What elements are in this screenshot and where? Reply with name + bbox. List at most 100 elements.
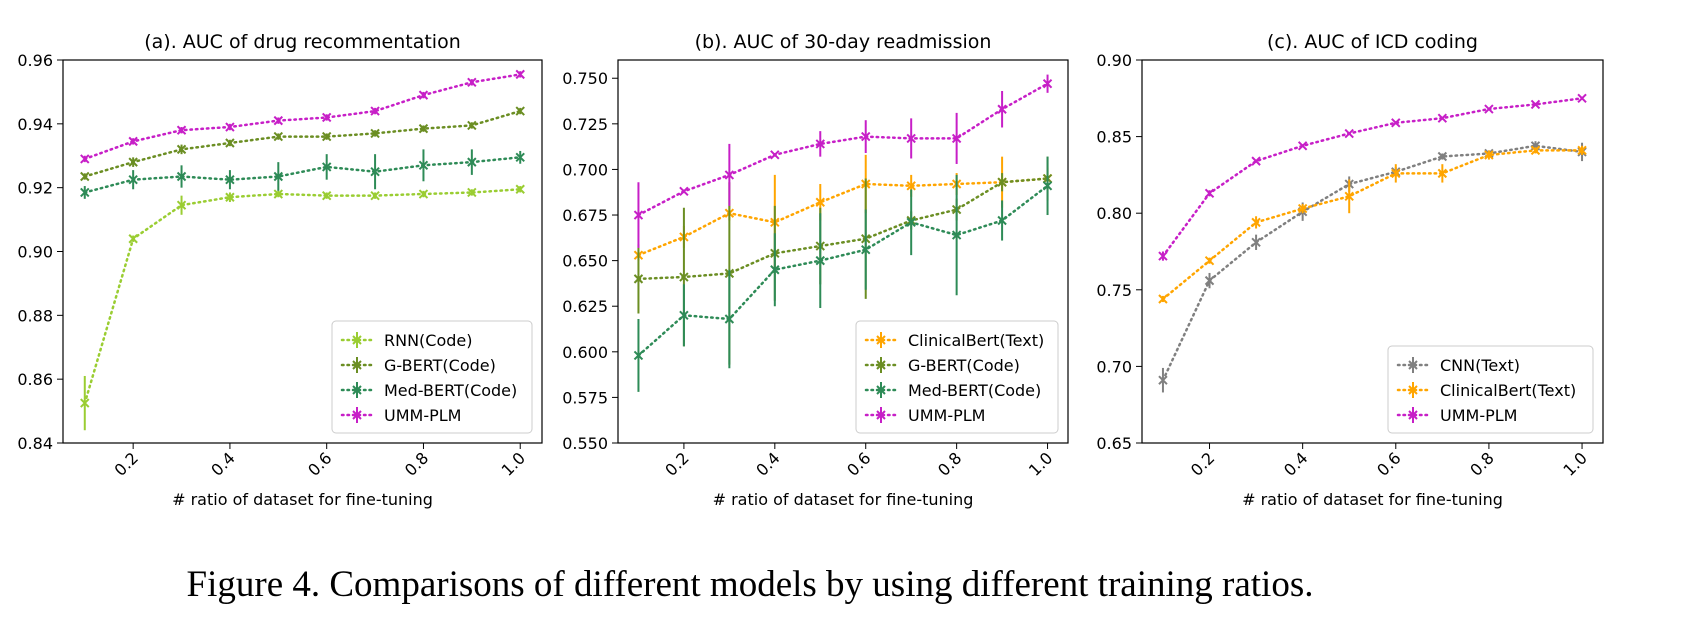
data-point (225, 138, 235, 148)
data-point (679, 310, 689, 321)
y-tick-label: 0.94 (17, 115, 53, 134)
legend-label: ClinicalBert(Text) (1440, 381, 1576, 400)
x-tick-label: 1.0 (1559, 448, 1590, 479)
data-point (418, 90, 429, 100)
data-point (997, 104, 1007, 114)
data-point (1204, 275, 1215, 286)
legend-label: UMM-PLM (1440, 406, 1517, 425)
legend-swatch-marker (876, 335, 886, 345)
data-point (418, 123, 429, 134)
data-point (128, 234, 138, 244)
legend-entry-clinicalbert-text: ClinicalBert(Text) (1396, 381, 1576, 400)
legend-entry-rnn-code: RNN(Code) (340, 331, 473, 350)
x-tick-label: 0.8 (401, 448, 432, 479)
y-tick-label: 0.65 (1096, 434, 1132, 453)
data-point (770, 150, 780, 160)
series-line (637, 184, 1049, 357)
series-line (637, 177, 1049, 257)
data-point (997, 177, 1007, 187)
figure-panels: (a). AUC of drug recommentation 0.84 0.86 0… (17, 31, 1604, 509)
data-point (1484, 150, 1494, 160)
data-point (80, 398, 90, 408)
series-line (83, 109, 522, 178)
legend-entry-g-bert-code: G-BERT(Code) (864, 356, 1020, 375)
series-clinicalbert-text (633, 154, 1053, 270)
data-point (1204, 188, 1215, 198)
data-point (128, 157, 138, 167)
data-point (1042, 79, 1053, 89)
legend-entry-g-bert-code: G-BERT(Code) (340, 356, 496, 375)
data-point (1577, 145, 1587, 156)
x-tick-label: 0.2 (111, 448, 142, 479)
legend-swatch-marker (352, 410, 362, 420)
legend-swatch-marker (352, 335, 362, 345)
data-point (467, 77, 477, 88)
data-point (815, 255, 825, 266)
data-point (1577, 93, 1587, 104)
y-tick-label: 0.650 (562, 252, 608, 271)
legend: CNN(Text) ClinicalBert(Text) UMM-PLM (1387, 345, 1594, 434)
y-tick-label: 0.80 (1096, 204, 1132, 223)
data-point (515, 69, 525, 80)
legend-entry-clinicalbert-text: ClinicalBert(Text) (864, 331, 1044, 350)
y-tick-label: 0.88 (17, 306, 53, 325)
figure-caption: Figure 4. Comparisons of different model… (186, 564, 1314, 605)
data-point (951, 230, 962, 240)
data-point (1344, 191, 1354, 202)
data-point (128, 174, 138, 185)
data-point (515, 152, 525, 163)
chart-title: (c). AUC of ICD coding (1267, 31, 1478, 53)
x-tick-label: 0.8 (934, 448, 965, 479)
y-tick-label: 0.700 (562, 160, 608, 179)
legend-entry-med-bert-code: Med-BERT(Code) (864, 381, 1041, 400)
data-point (370, 167, 380, 177)
series-line (1161, 149, 1584, 301)
data-point (370, 106, 380, 116)
legend-entry-umm-plm: UMM-PLM (340, 406, 461, 425)
data-point (679, 186, 689, 197)
data-point (273, 171, 284, 182)
data-point (1344, 128, 1354, 139)
data-point (467, 157, 477, 167)
legend-frame (331, 320, 533, 434)
data-point (1391, 118, 1401, 128)
series-clinicalbert-text (1158, 145, 1587, 304)
data-point (225, 122, 235, 132)
legend-swatch-marker (1408, 410, 1418, 420)
x-tick-label: 0.2 (661, 448, 692, 479)
x-axis-label: # ratio of dataset for fine-tuning (1242, 490, 1503, 509)
data-point (467, 187, 477, 198)
series-line (1161, 97, 1584, 258)
legend-entry-cnn-text: CNN(Text) (1396, 356, 1520, 375)
x-tick-label: 0.6 (843, 448, 874, 479)
series-med-bert-code (633, 156, 1053, 392)
y-tick-label: 0.575 (562, 388, 608, 407)
legend-label: UMM-PLM (908, 406, 985, 425)
data-point (906, 217, 916, 228)
series-line (1161, 144, 1584, 382)
data-point (418, 189, 429, 199)
y-tick-label: 0.600 (562, 343, 608, 362)
x-tick-label: 1.0 (1025, 448, 1056, 479)
data-point (515, 106, 525, 116)
y-tick-label: 0.85 (1096, 128, 1132, 147)
data-point (273, 189, 284, 199)
data-point (1251, 217, 1261, 228)
data-point (1391, 168, 1401, 179)
data-point (273, 115, 284, 126)
data-point (1158, 294, 1168, 304)
chart-title: (b). AUC of 30-day readmission (695, 31, 992, 53)
legend-swatch-marker (876, 385, 886, 395)
legend-label: RNN(Code) (384, 331, 473, 350)
y-tick-label: 0.96 (17, 51, 53, 70)
legend-label: Med-BERT(Code) (908, 381, 1041, 400)
legend-label: Med-BERT(Code) (384, 381, 517, 400)
data-point (321, 162, 332, 172)
legend-frame (855, 320, 1059, 434)
x-tick-label: 0.8 (1466, 448, 1497, 479)
data-point (128, 136, 138, 147)
legend-swatch-marker (876, 360, 886, 370)
data-point (321, 131, 332, 142)
x-tick-label: 0.4 (1280, 448, 1311, 479)
data-point (1297, 203, 1308, 214)
